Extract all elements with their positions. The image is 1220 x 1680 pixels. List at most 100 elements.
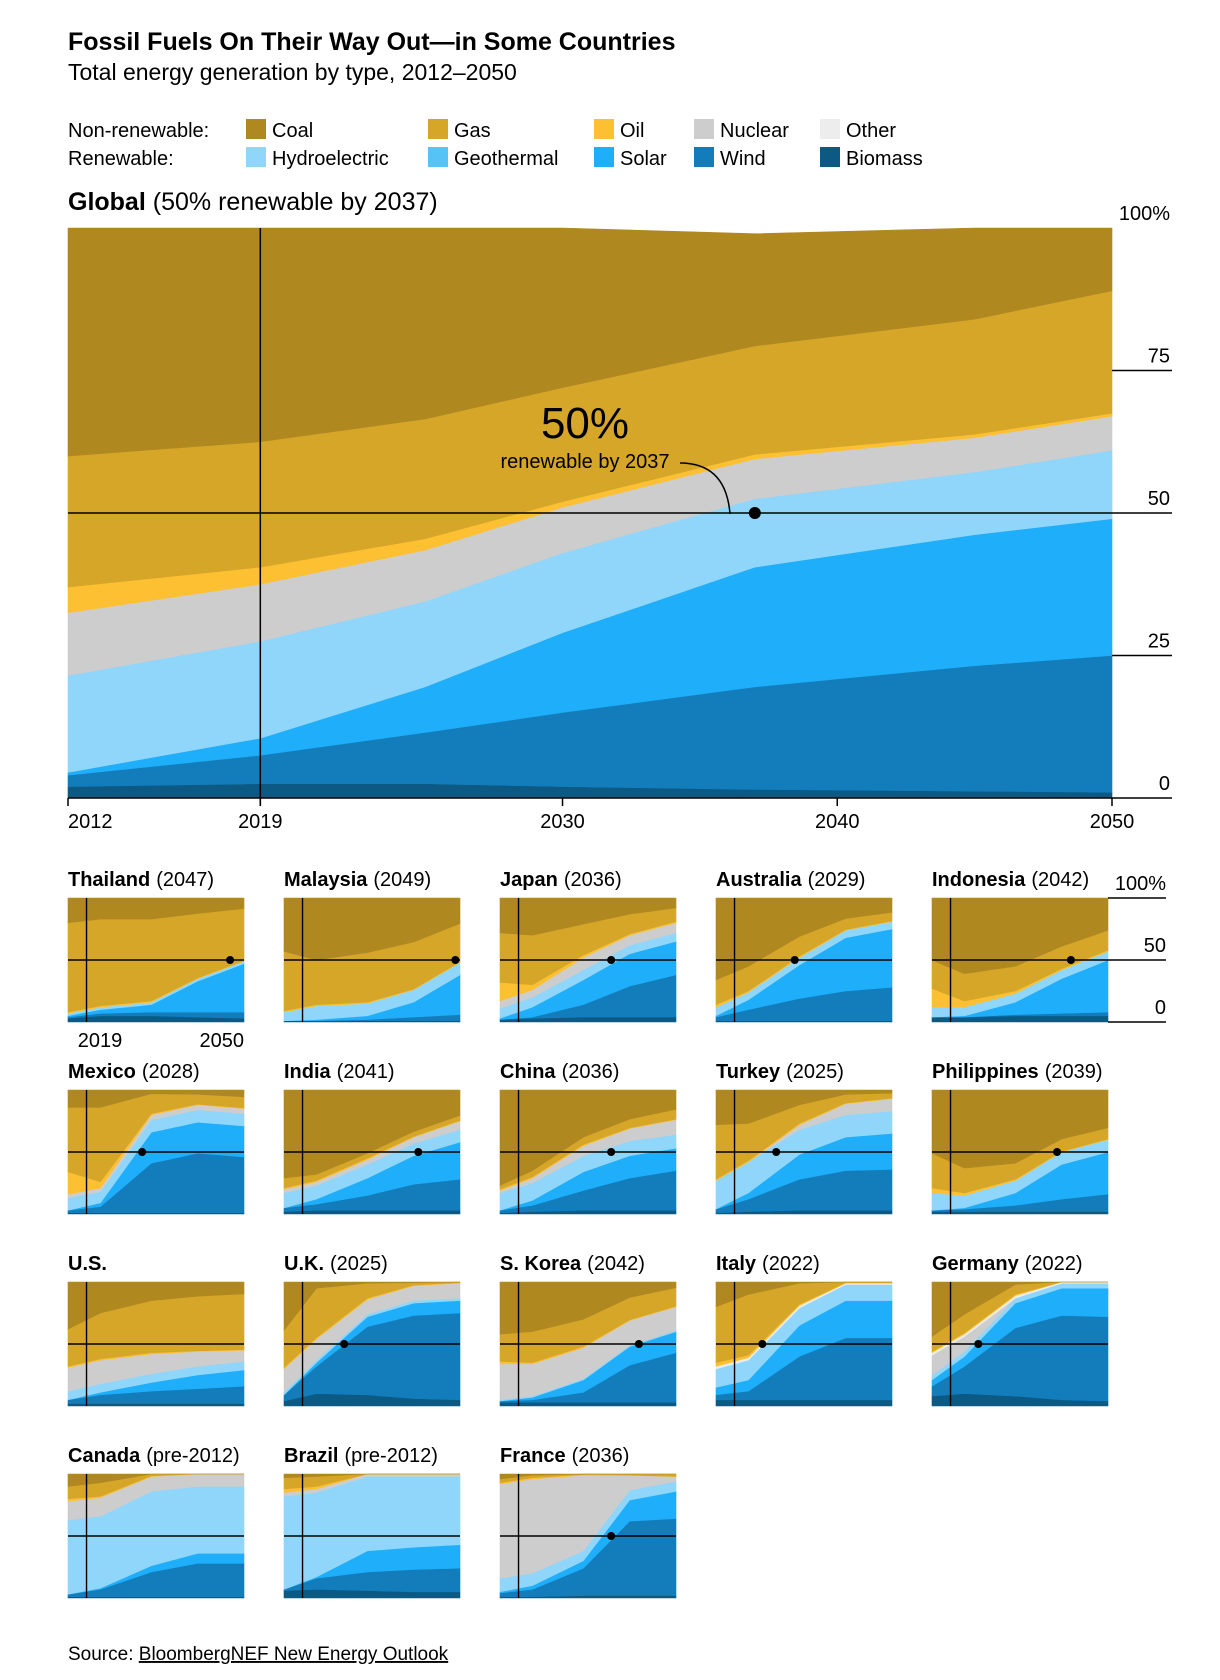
small-chart-label: Canada (pre-2012) [68,1445,240,1467]
legend-label-geothermal: Geothermal [454,148,559,170]
legend-label-other: Other [846,120,896,142]
country-name: U.K. [284,1253,324,1275]
crossing-point [1066,956,1075,964]
legend-swatch-geothermal [428,147,448,167]
small-chart-label: Japan (2036) [500,869,622,891]
y-tick-label-75: 75 [1148,346,1170,368]
crossing-point [340,1340,349,1348]
legend-label-hydro: Hydroelectric [272,148,389,170]
area-coal [715,1281,892,1308]
small-chart-label: S. Korea (2042) [500,1253,645,1275]
crossing-point [1053,1148,1062,1156]
small-chart-germany: Germany (2022) [931,1253,1109,1407]
small-chart-label: Indonesia (2042) [932,869,1089,891]
crossing-point [974,1340,983,1348]
x-tick-label-2030: 2030 [540,811,585,833]
area-biomass [283,1209,461,1215]
area-coal [499,897,677,936]
small-chart-brazil: Brazil (pre-2012) [283,1445,461,1599]
annotation-leader-line [679,462,731,515]
area-biomass [931,1211,1109,1215]
global-axes: 100% 75 50 25 0 2012 2019 2030 2040 2050 [67,203,1172,833]
small-chart-label: India (2041) [284,1061,394,1083]
small-chart-label: Italy (2022) [716,1253,820,1275]
crossing-point-global [748,507,761,519]
y-tick-label-25: 25 [1148,631,1170,653]
small-chart-label: U.K. (2025) [284,1253,388,1275]
country-name: Germany [932,1253,1020,1275]
global-name: Global [68,188,146,216]
legend-label-nuclear: Nuclear [720,120,789,142]
country-name: Malaysia [284,869,368,891]
small-chart-label: Philippines (2039) [932,1061,1103,1083]
small-chart-label: France (2036) [500,1445,629,1467]
country-name: Canada [68,1445,141,1467]
crossing-point [772,1148,781,1156]
small-chart-label: Germany (2022) [932,1253,1083,1275]
area-biomass [499,1401,677,1407]
country-name: Thailand [68,869,150,891]
small-x-tick-label-2050: 2050 [200,1030,245,1052]
country-name: U.S. [68,1253,107,1275]
area-biomass [67,1403,245,1407]
legend-nonrenewable-label: Non-renewable: [68,120,209,142]
country-name: Philippines [932,1061,1039,1083]
small-chart-canada: Canada (pre-2012) [67,1445,245,1599]
chart-subtitle: Total energy generation by type, 2012–20… [68,59,517,85]
small-chart-thailand: Thailand (2047) [67,869,245,1023]
country-year: (2025) [786,1061,844,1083]
country-name: Mexico [68,1061,136,1083]
global-note: (50% renewable by 2037) [153,188,438,216]
small-chart-label: U.S. [68,1253,107,1275]
country-year: (2028) [142,1061,200,1083]
legend: Coal Gas Oil Nuclear Other Hydroelectric Geoth… [246,119,923,170]
chart-title: Fossil Fuels On Their Way Out—in Some Co… [68,28,675,56]
legend-swatch-wind [694,147,714,167]
small-chart-label: Mexico (2028) [68,1061,200,1083]
crossing-point [607,1148,616,1156]
small-chart-s-korea: S. Korea (2042) [499,1253,677,1407]
y-tick-label-100: 100% [1119,203,1170,225]
country-year: (2036) [564,869,622,891]
country-name: India [284,1061,332,1083]
small-chart-japan: Japan (2036) [499,869,677,1023]
annotation-value: 50% [541,399,629,448]
small-chart-italy: Italy (2022) [715,1253,893,1407]
x-tick-label-2019: 2019 [238,811,283,833]
source-prefix: Source: [68,1644,139,1665]
small-chart-label: China (2036) [500,1061,619,1083]
small-chart-australia: Australia (2029) [715,869,893,1023]
x-tick-label-2050: 2050 [1090,811,1135,833]
area-coal [67,1473,244,1487]
small-chart-u-k: U.K. (2025) [283,1253,461,1407]
legend-label-biomass: Biomass [846,148,923,170]
area-coal [67,227,1113,457]
annotation-text: renewable by 2037 [500,451,669,473]
area-coal [67,1089,245,1108]
country-name: Indonesia [932,869,1026,891]
crossing-point [790,956,799,964]
source-link[interactable]: BloombergNEF New Energy Outlook [139,1644,449,1665]
crossing-point [414,1148,423,1156]
country-year: (2041) [337,1061,395,1083]
country-year: (2022) [1025,1253,1083,1275]
small-chart-france: France (2036) [499,1445,677,1599]
country-name: France [500,1445,566,1467]
x-tick-label-2012: 2012 [68,811,113,833]
country-name: Brazil [284,1445,338,1467]
legend-label-gas: Gas [454,120,491,142]
country-name: Japan [500,869,558,891]
crossing-point [634,1340,643,1348]
crossing-point [451,956,460,964]
area-coal [283,1473,460,1479]
y-tick-label-0: 0 [1159,773,1170,795]
country-name: Italy [716,1253,757,1275]
small-chart-label: Thailand (2047) [68,869,214,891]
source-note: Source: BloombergNEF New Energy Outlook [68,1644,449,1665]
legend-label-oil: Oil [620,120,644,142]
small-multiples: Thailand (2047) Malaysia (2049) Japan (2036) A… [67,869,1166,1599]
small-y-tick-label-0: 0 [1155,997,1166,1019]
area-coal [67,897,245,924]
country-year: (2029) [808,869,866,891]
